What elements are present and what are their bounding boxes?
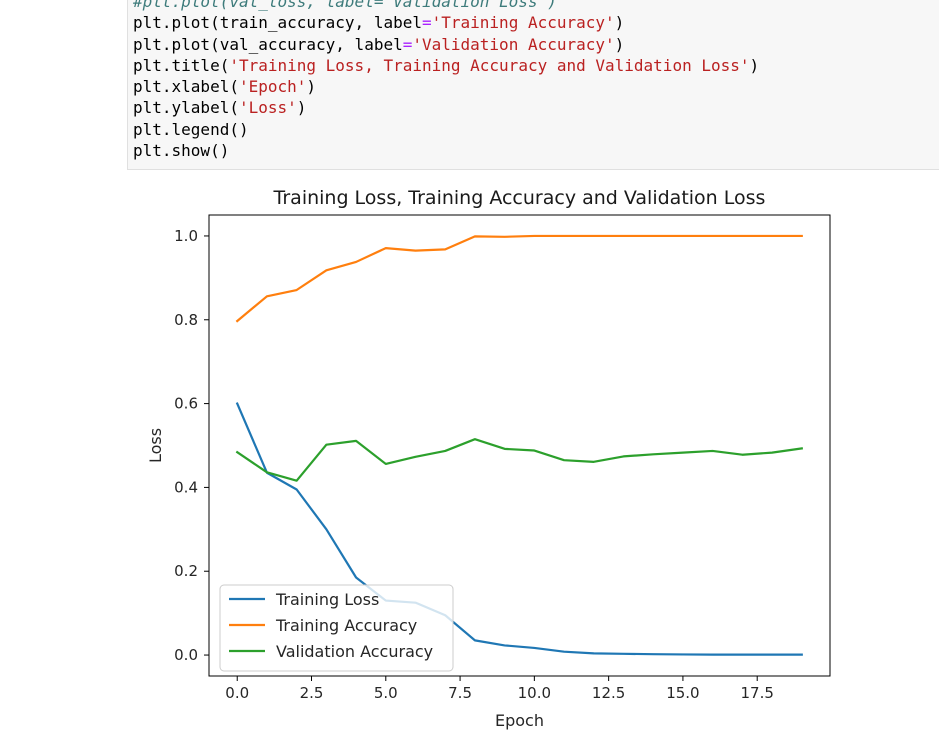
code-line: plt.xlabel('Epoch'): [133, 76, 759, 97]
code-token: 'Training Loss, Training Accuracy and Va…: [229, 55, 750, 75]
y-axis-label: Loss: [146, 428, 165, 463]
code-token: plt.legend(): [133, 119, 249, 139]
code-line: plt.show(): [133, 140, 759, 161]
code-cell[interactable]: #plt.plot(val_loss, label='Validation Lo…: [127, 0, 939, 170]
series-line-training-accuracy: [235, 234, 803, 323]
code-token: ): [296, 98, 307, 118]
code-token: 'Validation Accuracy': [412, 34, 615, 54]
code-token: plt.title(: [133, 55, 230, 75]
code-token: 'Training Accuracy': [431, 13, 615, 33]
plot-frame: [208, 214, 831, 677]
code-token: ): [749, 55, 760, 75]
legend-label: Validation Accuracy: [276, 642, 433, 661]
legend-box: [219, 584, 454, 672]
x-tick-label: 7.5: [448, 684, 472, 702]
y-tick-label: 0.2: [174, 562, 198, 580]
y-tick-label: 0.8: [174, 311, 198, 329]
y-tick-label: 0.6: [174, 395, 198, 413]
y-tick-label: 0.4: [174, 478, 198, 496]
x-tick-label: 0.0: [225, 684, 249, 702]
code-token: plt.plot(train_accuracy, label: [133, 13, 422, 33]
x-tick-label: 12.5: [592, 684, 625, 702]
code-line: plt.ylabel('Loss'): [133, 97, 759, 118]
code-token: ): [614, 13, 625, 33]
legend-label: Training Loss: [275, 590, 379, 609]
code-token: 'Loss': [238, 98, 297, 118]
code-token: ): [614, 34, 625, 54]
y-tick-label: 0.0: [174, 646, 198, 664]
x-tick-label: 5.0: [374, 684, 398, 702]
code-line: plt.title('Training Loss, Training Accur…: [133, 55, 759, 76]
line-chart: Training Loss, Training Accuracy and Val…: [146, 187, 831, 730]
x-tick-label: 17.5: [741, 684, 774, 702]
x-tick-label: 15.0: [666, 684, 699, 702]
legend-label: Training Accuracy: [275, 616, 417, 635]
series-line-training-loss: [235, 402, 803, 656]
code-token: ): [306, 77, 317, 97]
code-line: #plt.plot(val_loss, label='Validation Lo…: [133, 0, 759, 12]
y-tick-label: 1.0: [174, 227, 198, 245]
code-token: plt.plot(val_accuracy, label: [133, 34, 403, 54]
code-token: plt.ylabel(: [133, 98, 239, 118]
code-token: plt.xlabel(: [133, 77, 239, 97]
output-area: Training Loss, Training Accuracy and Val…: [127, 170, 939, 741]
code-token: =: [402, 34, 413, 54]
code-token: plt.show(): [133, 141, 230, 161]
code-token: #plt.plot(val_loss, label='Validation Lo…: [133, 0, 557, 11]
code-token: =: [421, 13, 432, 33]
series-line-validation-accuracy: [235, 438, 804, 482]
code-line: plt.plot(val_accuracy, label='Validation…: [133, 34, 759, 55]
x-tick-label: 10.0: [518, 684, 551, 702]
chart-title: Training Loss, Training Accuracy and Val…: [273, 187, 766, 209]
x-tick-label: 2.5: [300, 684, 324, 702]
x-axis-label: Epoch: [495, 711, 544, 730]
code-editor[interactable]: #plt.plot(val_loss, label='Validation Lo…: [133, 0, 759, 161]
code-token: 'Epoch': [238, 77, 307, 97]
code-line: plt.plot(train_accuracy, label='Training…: [133, 12, 759, 33]
code-line: plt.legend(): [133, 119, 759, 140]
